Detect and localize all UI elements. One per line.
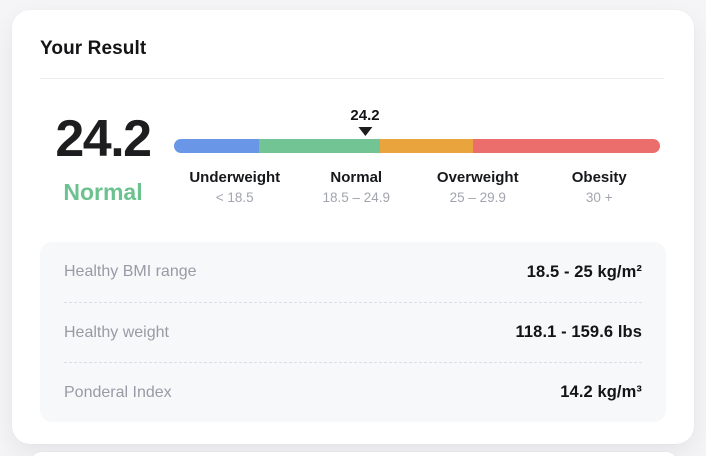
scale-segment-underweight	[174, 139, 260, 153]
stat-value: 18.5 - 25 kg/m²	[526, 262, 642, 281]
marker-track: 24.2	[174, 103, 660, 139]
bmi-category: Normal	[63, 179, 143, 205]
category-name: Normal	[330, 169, 383, 186]
scale-segment-obesity	[472, 139, 660, 153]
category-range: < 18.5	[215, 190, 254, 205]
marker-value-label: 24.2	[350, 107, 380, 124]
category-range: 30 +	[585, 190, 613, 205]
bmi-scale: 24.2 Underweight < 18.5 N	[174, 103, 660, 206]
result-section: 24.2 Normal 24.2	[12, 79, 694, 206]
next-card-top-edge	[30, 452, 678, 456]
stats-panel: Healthy BMI range 18.5 - 25 kg/m² Health…	[40, 242, 666, 422]
stat-value: 14.2 kg/m³	[560, 383, 642, 401]
stat-value: 118.1 - 159.6 lbs	[515, 323, 642, 341]
stat-row-healthy-weight: Healthy weight 118.1 - 159.6 lbs	[64, 302, 642, 362]
scale-label-overweight: Overweight 25 – 29.9	[417, 169, 539, 206]
bmi-scale-bar	[174, 139, 660, 153]
stat-label: Ponderal Index	[64, 383, 172, 401]
category-name: Obesity	[571, 169, 627, 186]
scale-segment-normal	[259, 139, 381, 153]
stat-label: Healthy weight	[64, 323, 169, 341]
scale-segment-overweight	[380, 139, 473, 153]
result-card: Your Result 24.2 Normal 24.2	[12, 10, 694, 444]
bmi-value: 24.2	[55, 110, 152, 168]
category-range: 18.5 – 24.9	[322, 190, 391, 205]
bmi-value-block: 24.2 Normal	[40, 103, 166, 206]
header-divider	[40, 78, 664, 79]
scale-labels: Underweight < 18.5 Normal 18.5 – 24.9 Ov…	[174, 169, 660, 206]
scale-label-underweight: Underweight < 18.5	[174, 169, 296, 206]
stat-label: Healthy BMI range	[64, 263, 197, 280]
stat-row-ponderal-index: Ponderal Index 14.2 kg/m³	[64, 362, 642, 422]
page-title: Your Result	[40, 38, 147, 59]
scale-label-normal: Normal 18.5 – 24.9	[296, 169, 418, 206]
category-range: 25 – 29.9	[449, 190, 506, 205]
category-name: Underweight	[189, 169, 281, 186]
marker-arrow-icon	[357, 127, 372, 136]
category-name: Overweight	[436, 169, 519, 186]
scale-marker: 24.2	[350, 107, 380, 136]
scale-label-obesity: Obesity 30 +	[539, 169, 661, 206]
stat-row-healthy-bmi-range: Healthy BMI range 18.5 - 25 kg/m²	[64, 242, 642, 302]
